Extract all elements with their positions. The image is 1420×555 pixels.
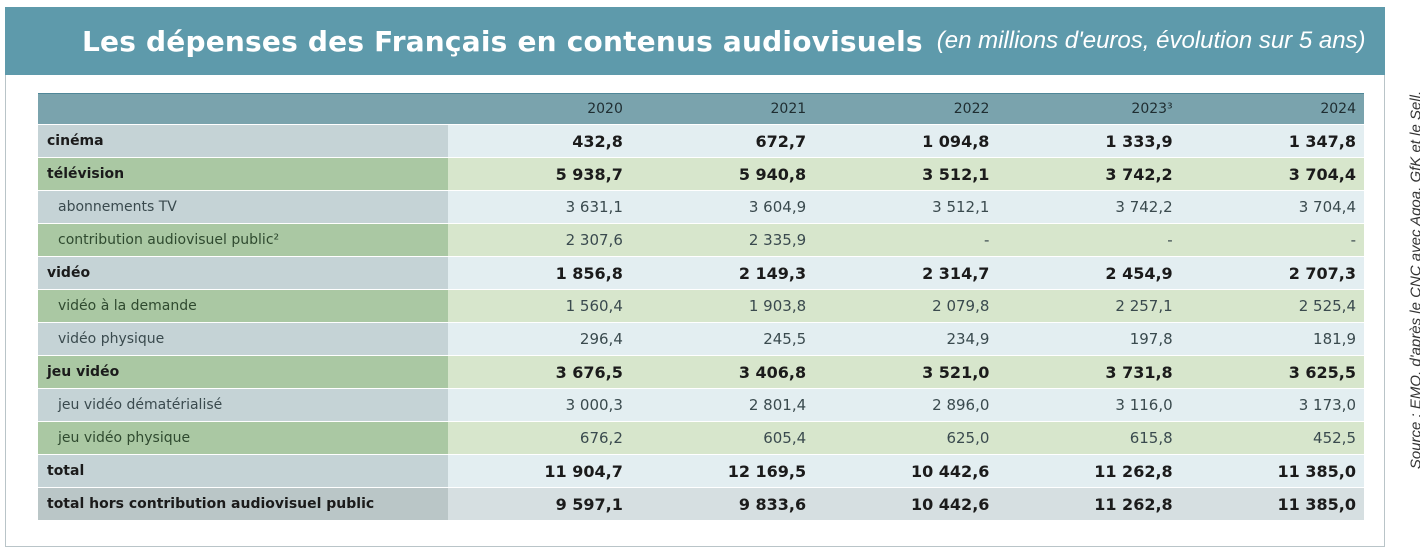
table-row: jeu vidéo dématérialisé 3 000,3 2 801,4 … — [38, 388, 1364, 422]
page-title: Les dépenses des Français en contenus au… — [82, 24, 923, 58]
cell-value: 615,8 — [997, 421, 1181, 455]
cell-value: 10 442,6 — [814, 454, 998, 488]
row-label: jeu vidéo physique — [38, 421, 448, 455]
table-header-row: 2020 2021 2022 2023³ 2024 — [38, 93, 1364, 125]
cell-value: 672,7 — [630, 124, 815, 158]
row-label: abonnements TV — [38, 190, 448, 224]
cell-value: 2 896,0 — [814, 388, 998, 422]
table-row: contribution audiovisuel public² 2 307,6… — [38, 223, 1364, 257]
cell-value: 10 442,6 — [814, 487, 998, 521]
table-row: total 11 904,7 12 169,5 10 442,6 11 262,… — [38, 454, 1364, 488]
table-row: abonnements TV 3 631,1 3 604,9 3 512,1 3… — [38, 190, 1364, 224]
cell-value: 3 625,5 — [1180, 355, 1364, 389]
column-header: 2023³ — [997, 93, 1181, 125]
cell-value: 3 676,5 — [447, 355, 631, 389]
table-row: total hors contribution audiovisuel publ… — [38, 487, 1364, 521]
cell-value: 3 604,9 — [630, 190, 815, 224]
row-label: total hors contribution audiovisuel publ… — [38, 487, 448, 521]
cell-value: - — [814, 223, 998, 257]
cell-value: 3 512,1 — [814, 190, 998, 224]
cell-value: - — [997, 223, 1181, 257]
cell-value: 625,0 — [814, 421, 998, 455]
cell-value: 245,5 — [630, 322, 815, 356]
cell-value: 5 940,8 — [630, 157, 815, 191]
cell-value: 1 094,8 — [814, 124, 998, 158]
cell-value: 1 347,8 — [1180, 124, 1364, 158]
row-label: cinéma — [38, 124, 448, 158]
cell-value: 2 149,3 — [630, 256, 815, 290]
row-label: vidéo à la demande — [38, 289, 448, 323]
cell-value: 452,5 — [1180, 421, 1364, 455]
column-header: 2020 — [447, 93, 631, 125]
column-header: 2022 — [814, 93, 998, 125]
cell-value: 3 512,1 — [814, 157, 998, 191]
header-corner — [38, 93, 448, 125]
spending-table: 2020 2021 2022 2023³ 2024 cinéma 432,8 6… — [38, 93, 1364, 521]
cell-value: 3 406,8 — [630, 355, 815, 389]
table-row: vidéo 1 856,8 2 149,3 2 314,7 2 454,9 2 … — [38, 256, 1364, 290]
cell-value: 11 262,8 — [997, 454, 1181, 488]
column-header: 2024 — [1180, 93, 1364, 125]
table-row: vidéo physique 296,4 245,5 234,9 197,8 1… — [38, 322, 1364, 356]
row-label: jeu vidéo — [38, 355, 448, 389]
cell-value: 2 257,1 — [997, 289, 1181, 323]
cell-value: 2 525,4 — [1180, 289, 1364, 323]
cell-value: 11 262,8 — [997, 487, 1181, 521]
cell-value: 1 560,4 — [447, 289, 631, 323]
cell-value: 2 307,6 — [447, 223, 631, 257]
cell-value: 3 173,0 — [1180, 388, 1364, 422]
cell-value: - — [1180, 223, 1364, 257]
table-row: vidéo à la demande 1 560,4 1 903,8 2 079… — [38, 289, 1364, 323]
cell-value: 12 169,5 — [630, 454, 815, 488]
cell-value: 11 385,0 — [1180, 487, 1364, 521]
cell-value: 3 731,8 — [997, 355, 1181, 389]
column-header: 2021 — [630, 93, 815, 125]
cell-value: 3 704,4 — [1180, 190, 1364, 224]
cell-value: 1 856,8 — [447, 256, 631, 290]
cell-value: 2 335,9 — [630, 223, 815, 257]
cell-value: 3 631,1 — [447, 190, 631, 224]
row-label: contribution audiovisuel public² — [38, 223, 448, 257]
cell-value: 1 903,8 — [630, 289, 815, 323]
cell-value: 2 707,3 — [1180, 256, 1364, 290]
row-label: télévision — [38, 157, 448, 191]
cell-value: 432,8 — [447, 124, 631, 158]
cell-value: 605,4 — [630, 421, 815, 455]
cell-value: 676,2 — [447, 421, 631, 455]
table-row: cinéma 432,8 672,7 1 094,8 1 333,9 1 347… — [38, 124, 1364, 158]
cell-value: 2 079,8 — [814, 289, 998, 323]
cell-value: 3 000,3 — [447, 388, 631, 422]
cell-value: 234,9 — [814, 322, 998, 356]
cell-value: 296,4 — [447, 322, 631, 356]
title-banner: Les dépenses des Français en contenus au… — [5, 7, 1385, 75]
cell-value: 3 742,2 — [997, 157, 1181, 191]
cell-value: 181,9 — [1180, 322, 1364, 356]
row-label: vidéo physique — [38, 322, 448, 356]
cell-value: 3 742,2 — [997, 190, 1181, 224]
source-text: Source : EMQ, d'après le CNC avec Aqoa, … — [1407, 90, 1420, 470]
cell-value: 3 116,0 — [997, 388, 1181, 422]
cell-value: 2 454,9 — [997, 256, 1181, 290]
cell-value: 11 385,0 — [1180, 454, 1364, 488]
cell-value: 3 521,0 — [814, 355, 998, 389]
row-label: vidéo — [38, 256, 448, 290]
cell-value: 2 314,7 — [814, 256, 998, 290]
cell-value: 3 704,4 — [1180, 157, 1364, 191]
cell-value: 197,8 — [997, 322, 1181, 356]
row-label: jeu vidéo dématérialisé — [38, 388, 448, 422]
table-row: télévision 5 938,7 5 940,8 3 512,1 3 742… — [38, 157, 1364, 191]
cell-value: 1 333,9 — [997, 124, 1181, 158]
cell-value: 5 938,7 — [447, 157, 631, 191]
table-row: jeu vidéo physique 676,2 605,4 625,0 615… — [38, 421, 1364, 455]
table-row: jeu vidéo 3 676,5 3 406,8 3 521,0 3 731,… — [38, 355, 1364, 389]
cell-value: 9 597,1 — [447, 487, 631, 521]
cell-value: 11 904,7 — [447, 454, 631, 488]
cell-value: 9 833,6 — [630, 487, 815, 521]
row-label: total — [38, 454, 448, 488]
cell-value: 2 801,4 — [630, 388, 815, 422]
page-subtitle: (en millions d'euros, évolution sur 5 an… — [936, 27, 1366, 54]
